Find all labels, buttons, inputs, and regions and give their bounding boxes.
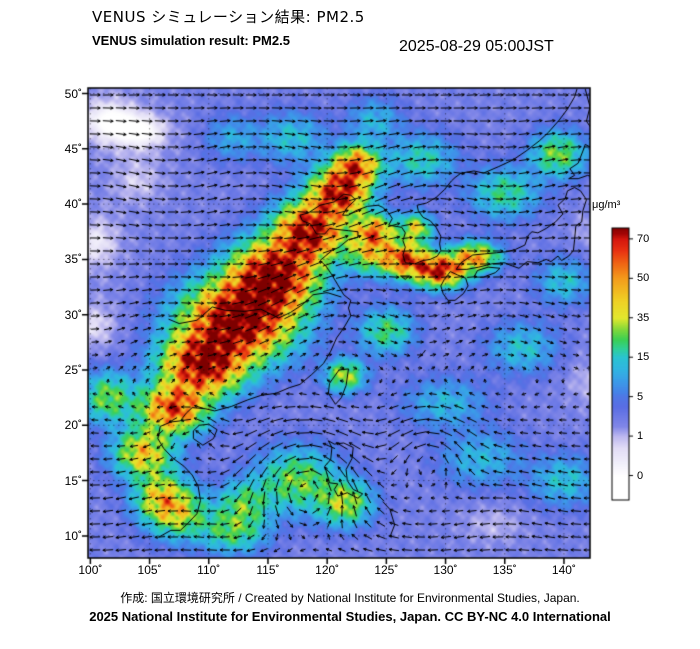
colorbar-tick-label: 70 [637,232,650,245]
page-title-english: VENUS simulation result: PM2.5 [92,33,290,48]
simulation-timestamp: 2025-08-29 05:00JST [399,38,554,55]
colorbar-unit-label: μg/m³ [592,199,621,211]
y-tick-label: 35˚ [64,252,82,267]
colorbar-tick-label: 5 [637,390,644,403]
y-tick-label: 20˚ [64,418,82,433]
y-tick-label: 10˚ [64,528,82,543]
page-title-japanese: VENUS シミュレーション結果: PM2.5 [92,8,365,26]
y-tick-label: 45˚ [64,141,82,156]
y-tick-label: 50˚ [64,86,82,101]
credit-line: 作成: 国立環境研究所 / Created by National Instit… [120,591,580,605]
x-tick-label: 120˚ [315,563,340,577]
colorbar-tick-label: 0 [637,469,644,482]
y-tick-label: 15˚ [64,473,82,488]
colorbar-tick-label: 15 [637,351,650,364]
y-tick-label: 40˚ [64,197,82,212]
x-tick-label: 110˚ [197,563,221,577]
colorbar-tick-label: 50 [637,272,650,285]
x-tick-label: 105˚ [137,563,162,577]
colorbar-tick-label: 1 [637,430,644,443]
y-tick-label: 25˚ [64,363,82,377]
license-line: 2025 National Institute for Environmenta… [89,609,611,624]
x-tick-label: 125˚ [374,563,399,577]
colorbar-tick-label: 35 [637,311,650,324]
x-tick-label: 130˚ [433,563,458,577]
x-tick-label: 140˚ [551,563,576,577]
x-tick-label: 100˚ [78,563,103,577]
y-tick-label: 30˚ [64,307,82,322]
x-tick-label: 115˚ [256,563,280,577]
x-tick-label: 135˚ [492,563,517,577]
